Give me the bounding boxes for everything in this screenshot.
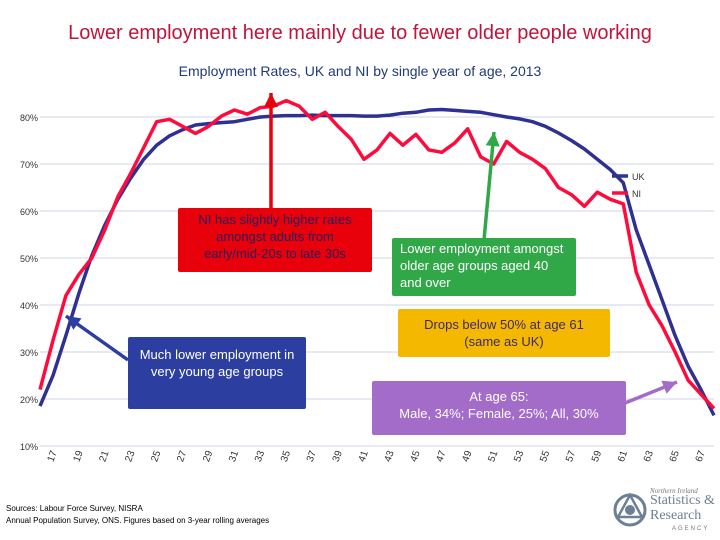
headline: Lower employment here mainly due to fewe… [68, 22, 652, 44]
legend-label: UK [632, 172, 645, 182]
arrow-green-head [485, 132, 500, 147]
x-tick-label: 65 [668, 449, 682, 464]
x-tick-label: 23 [123, 449, 137, 464]
x-tick-label: 31 [227, 449, 241, 464]
arrow-purple-head [661, 380, 677, 394]
sources-line2: Annual Population Survey, ONS. Figures b… [6, 516, 270, 525]
x-tick-label: 57 [564, 449, 578, 464]
logo-bottom-text: AGENCY [672, 526, 710, 532]
y-tick-label: 30% [20, 348, 38, 358]
arrow-red-head [264, 93, 278, 107]
x-tick-label: 39 [331, 449, 345, 464]
y-tick-label: 70% [20, 160, 38, 170]
legend-label: NI [632, 189, 641, 199]
x-tick-label: 27 [175, 449, 189, 464]
y-tick-label: 20% [20, 395, 38, 405]
x-axis-ticks: 17 19 21 23 25 27 29 31 33 35 37 39 41 43 45 47 49 51 53 55… [46, 449, 708, 464]
y-tick-label: 80% [20, 113, 38, 123]
arrow-green-shaft [482, 131, 496, 241]
x-tick-label: 21 [97, 449, 111, 464]
callout-older-lower: Lower employment amongst older age group… [392, 238, 576, 296]
callout-ni-higher: NI has slightly higher rates amongst adu… [178, 208, 372, 272]
x-tick-label: 47 [434, 449, 448, 464]
x-tick-label: 45 [409, 449, 423, 464]
x-tick-label: 35 [279, 449, 293, 464]
arrow-blue [64, 314, 130, 362]
y-tick-label: 40% [20, 301, 38, 311]
callout-drops-below-50: Drops below 50% at age 61 (same as UK) [398, 309, 610, 357]
logo-emblem-icon [613, 492, 647, 527]
callout-age-65-line2: Male, 34%; Female, 25%; All, 30% [399, 405, 599, 421]
callout-age-65: At age 65: Male, 34%; Female, 25%; All, … [372, 381, 626, 435]
x-tick-label: 61 [616, 449, 630, 464]
legend: UK NI [612, 172, 645, 199]
logo-main-line2: Research [650, 508, 702, 523]
logo-top-text: Northern Ireland [650, 487, 698, 495]
logo-main-text: Statistics & Research [650, 493, 715, 523]
x-tick-label: 33 [253, 449, 267, 464]
series-lines [38, 98, 716, 417]
callout-age-65-line1: At age 65: [469, 389, 529, 404]
arrow-purple [624, 380, 678, 405]
x-tick-label: 37 [305, 449, 319, 464]
y-tick-label: 50% [20, 254, 38, 264]
x-tick-label: 19 [72, 449, 86, 464]
x-tick-label: 55 [538, 449, 552, 464]
x-tick-label: 63 [642, 449, 656, 464]
sources-note: Sources: Labour Force Survey, NISRA Annu… [6, 503, 269, 527]
x-tick-label: 17 [46, 449, 60, 464]
sources-line1: Sources: Labour Force Survey, NISRA [6, 504, 143, 513]
logo-main-line1: Statistics & [650, 493, 715, 508]
agency-logo: Northern Ireland Statistics & Research A… [612, 484, 716, 536]
series-line-uk [38, 107, 716, 417]
x-tick-label: 41 [357, 449, 371, 464]
y-tick-label: 10% [20, 442, 38, 452]
x-tick-label: 67 [694, 449, 708, 464]
chart-subtitle: Employment Rates, UK and NI by single ye… [178, 63, 542, 79]
x-tick-label: 29 [201, 449, 215, 464]
arrow-blue-head [66, 316, 82, 330]
y-tick-label: 60% [20, 207, 38, 217]
annotation-arrows [64, 93, 678, 405]
x-tick-label: 49 [460, 449, 474, 464]
x-tick-label: 53 [512, 449, 526, 464]
x-tick-label: 51 [486, 449, 500, 464]
arrow-green [482, 131, 500, 241]
y-axis-ticks: 80% 70% 60% 50% 40% 30% 20% 10% [20, 113, 38, 452]
series-line-ni [38, 98, 716, 410]
arrow-red [264, 93, 278, 208]
x-tick-label: 43 [383, 449, 397, 464]
x-tick-label: 59 [590, 449, 604, 464]
x-tick-label: 25 [149, 449, 163, 464]
callout-young-lower: Much lower employment in very young age … [128, 337, 306, 409]
